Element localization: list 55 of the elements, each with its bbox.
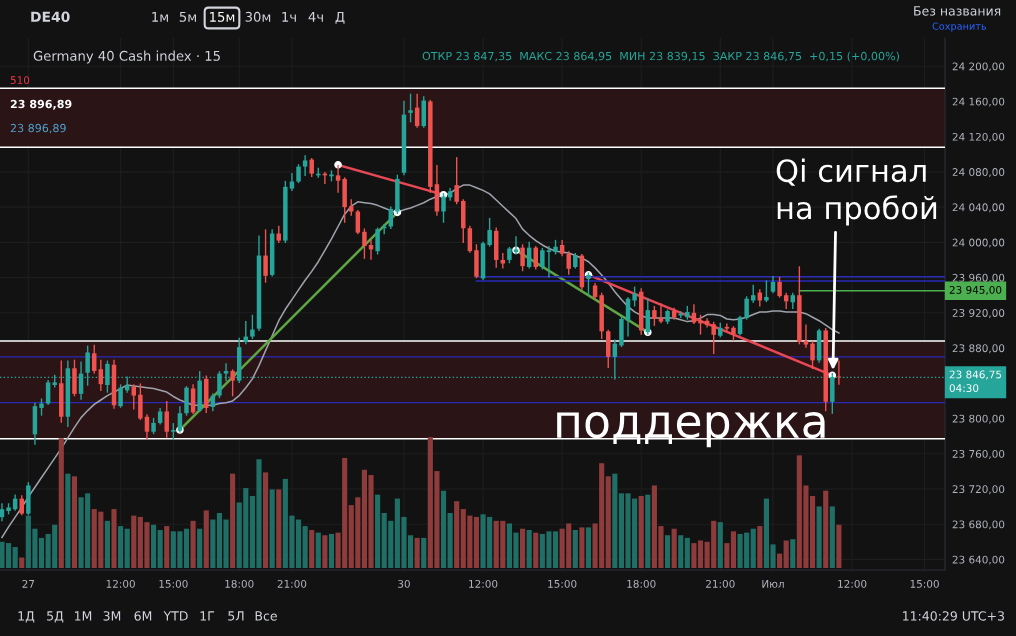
text: 1ч <box>282 12 296 22</box>
y-tick-label: 23 920,00 <box>952 309 1005 318</box>
x-tick-label: Июл <box>762 580 784 588</box>
data-label: 23 945,00 <box>949 285 1002 295</box>
x-tick-label: 12:00 <box>106 579 135 588</box>
text: Без названия <box>914 6 1001 16</box>
annotation: 23 896,89 <box>10 99 72 110</box>
y-tick-label: 24 080,00 <box>952 168 1005 178</box>
y-tick-label: 23 760,00 <box>952 449 1005 459</box>
text: 1М <box>75 611 92 621</box>
y-tick-label: 24 160,00 <box>952 97 1005 107</box>
x-tick-label: 12:00 <box>469 579 498 588</box>
x-tick-label: 21:00 <box>706 579 735 588</box>
x-tick-label: 21:00 <box>277 579 307 588</box>
y-tick-label: 24 000,00 <box>952 238 1005 248</box>
text: 5Д <box>47 611 64 623</box>
y-tick-label: 24 200,00 <box>952 62 1005 72</box>
y-tick-label: 23 640,00 <box>952 555 1005 565</box>
text: 15м <box>210 12 235 22</box>
text: 1Д <box>18 611 35 623</box>
annotation: 23 896,89 <box>10 123 66 134</box>
text: YTD <box>163 611 188 621</box>
text: 1Г <box>200 611 215 621</box>
ref-line-label: 23 846,75 04:30 <box>949 370 1002 393</box>
annotation: Qi сигнал на пробой <box>776 158 937 226</box>
text: 30м <box>245 11 271 22</box>
x-tick-label: 30 <box>398 579 410 588</box>
y-tick-label: 24 120,00 <box>952 132 1005 142</box>
text: 5м <box>179 12 196 22</box>
y-tick-label: 23 800,00 <box>952 414 1005 424</box>
x-tick-label: 18:00 <box>225 579 254 588</box>
y-tick-label: 24 040,00 <box>952 203 1005 213</box>
y-tick-label: 23 880,00 <box>952 344 1005 354</box>
x-tick-label: 18:00 <box>627 579 656 588</box>
x-tick-label: 15:00 <box>548 579 577 588</box>
y-tick-label: 23 720,00 <box>952 485 1005 495</box>
y-tick-label: 23 960,00 <box>952 273 1005 283</box>
y-tick-label: 23 680,00 <box>952 520 1005 530</box>
x-tick-label: 12:00 <box>838 579 867 588</box>
text: 11:40:29 UTC+3 <box>903 611 1004 621</box>
x-tick-label: 15:00 <box>910 579 939 588</box>
text: 1м <box>152 12 168 22</box>
text: Сохранить <box>932 22 987 32</box>
text: Все <box>255 611 277 621</box>
text: 6М <box>134 611 152 621</box>
text: ОТКР 23 847,35 МАКС 23 864,95 МИН 23 839,15 ЗАКР 23 846,75 +0,15 (+0,00%) <box>422 51 899 62</box>
text: 5Л <box>228 611 244 621</box>
text: 3М <box>103 611 121 621</box>
text: Germany 40 Cash index · 15 <box>33 50 220 64</box>
text: Д <box>335 12 345 24</box>
x-tick-label: 27 <box>22 579 35 588</box>
x-tick-label: 15:00 <box>159 579 188 588</box>
text: DE40 <box>31 11 70 23</box>
annotation: 510 <box>10 76 30 85</box>
text: 4ч <box>308 12 323 22</box>
